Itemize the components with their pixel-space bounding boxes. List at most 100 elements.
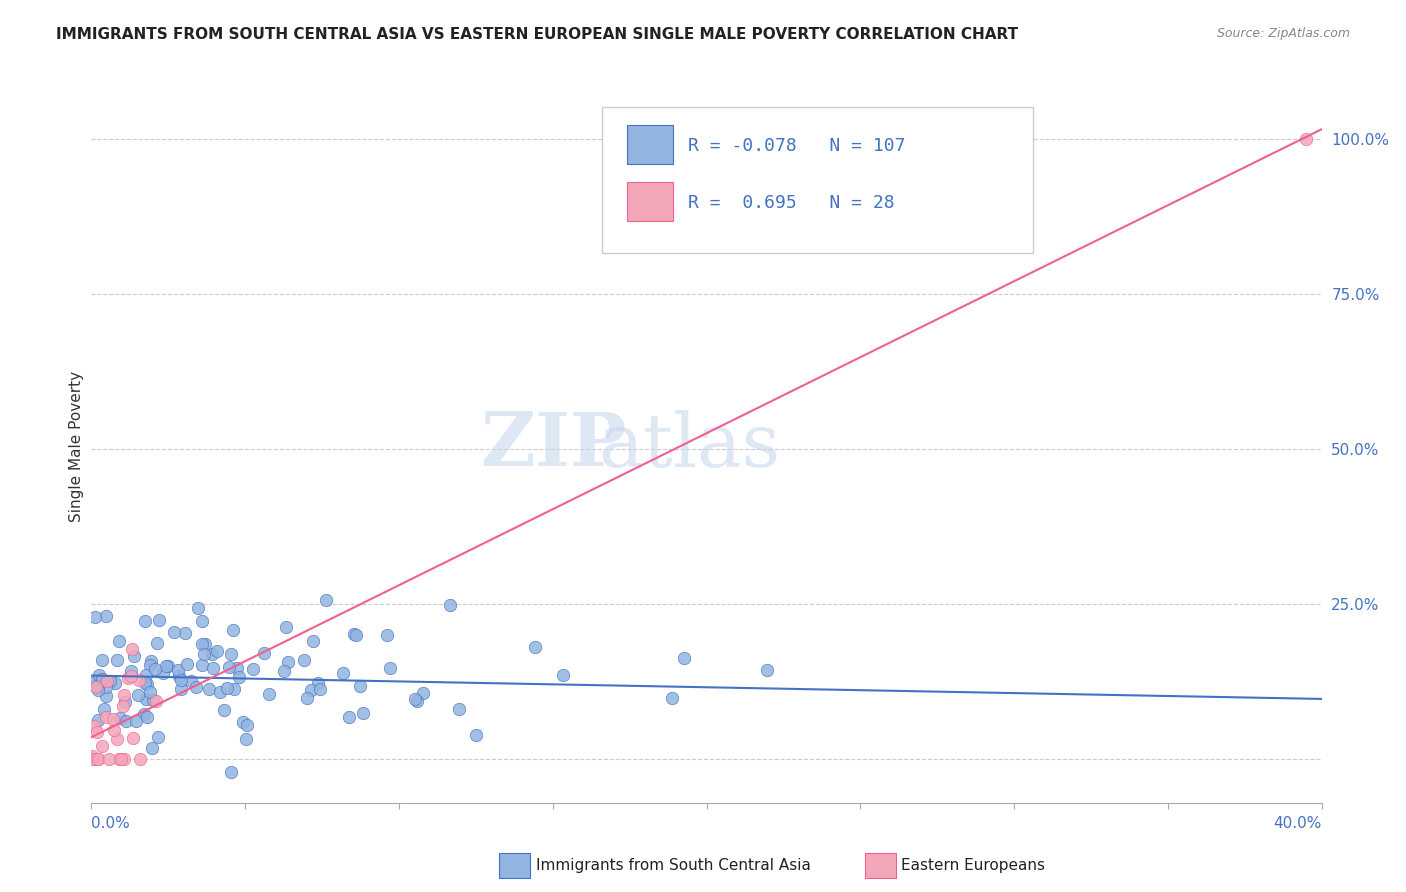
Point <box>343 627 366 641</box>
Point <box>273 664 295 678</box>
Point <box>1295 132 1317 146</box>
Point <box>180 673 202 688</box>
Point <box>375 628 398 642</box>
Point <box>163 625 186 640</box>
Point <box>83 680 105 694</box>
Point <box>464 728 486 742</box>
Point <box>135 691 157 706</box>
Text: Immigrants from South Central Asia: Immigrants from South Central Asia <box>536 858 811 872</box>
Point <box>307 676 329 690</box>
Point <box>152 665 174 680</box>
Point <box>90 672 112 686</box>
Text: atlas: atlas <box>598 409 780 483</box>
Text: R = -0.078   N = 107: R = -0.078 N = 107 <box>688 137 905 155</box>
Point <box>292 653 315 667</box>
Point <box>120 665 142 679</box>
Point <box>551 668 574 682</box>
Point <box>108 633 131 648</box>
Y-axis label: Single Male Poverty: Single Male Poverty <box>69 370 84 522</box>
Point <box>105 731 128 746</box>
Point <box>83 719 105 733</box>
Point <box>98 673 121 688</box>
Point <box>215 681 238 696</box>
Point <box>141 741 163 756</box>
Point <box>332 665 354 680</box>
Point <box>412 685 434 699</box>
Point <box>87 752 110 766</box>
Point <box>257 687 280 701</box>
Point <box>277 655 299 669</box>
Point <box>142 693 165 707</box>
Point <box>205 643 228 657</box>
Point <box>170 681 193 696</box>
Point <box>82 752 104 766</box>
Point <box>139 684 162 698</box>
Point <box>235 732 257 747</box>
Point <box>138 657 160 672</box>
Point <box>134 614 156 628</box>
Point <box>170 673 193 687</box>
Point <box>146 636 169 650</box>
Point <box>166 663 188 677</box>
Point <box>145 694 167 708</box>
Point <box>134 706 156 721</box>
FancyBboxPatch shape <box>627 182 673 221</box>
Point <box>105 653 128 667</box>
Text: Eastern Europeans: Eastern Europeans <box>901 858 1045 872</box>
Point <box>439 598 461 612</box>
Point <box>96 680 118 694</box>
Point <box>449 702 471 716</box>
Point <box>218 659 240 673</box>
Point <box>84 609 107 624</box>
Point <box>299 683 322 698</box>
Point <box>107 752 129 766</box>
Point <box>167 669 190 683</box>
Point <box>212 703 235 717</box>
Point <box>101 712 124 726</box>
Point <box>224 681 246 696</box>
Text: ZIP: ZIP <box>481 409 627 483</box>
Point <box>87 668 110 682</box>
Point <box>84 680 107 694</box>
Point <box>222 624 245 638</box>
Point <box>198 681 221 696</box>
Point <box>186 600 208 615</box>
Point <box>108 711 131 725</box>
Point <box>112 688 135 702</box>
Point <box>143 661 166 675</box>
Point <box>112 752 135 766</box>
Text: R =  0.695   N = 28: R = 0.695 N = 28 <box>688 194 894 212</box>
Point <box>202 661 225 675</box>
Point <box>86 682 108 697</box>
Point <box>110 752 132 766</box>
Point <box>673 650 696 665</box>
Point <box>125 714 148 728</box>
Point <box>94 710 117 724</box>
Point <box>406 693 429 707</box>
Point <box>176 657 198 671</box>
Point <box>87 752 110 766</box>
Point <box>80 675 103 690</box>
Point <box>524 640 547 654</box>
Point <box>344 627 367 641</box>
Point <box>349 679 371 693</box>
Point <box>242 661 264 675</box>
Point <box>191 614 214 628</box>
Point <box>86 679 108 693</box>
Point <box>194 637 217 651</box>
Text: IMMIGRANTS FROM SOUTH CENTRAL ASIA VS EASTERN EUROPEAN SINGLE MALE POVERTY CORRE: IMMIGRANTS FROM SOUTH CENTRAL ASIA VS EA… <box>56 27 1018 42</box>
Point <box>128 673 150 688</box>
Point <box>380 661 402 675</box>
Point <box>174 625 197 640</box>
Point <box>232 714 254 729</box>
Point <box>193 647 215 661</box>
Point <box>226 661 249 675</box>
Point <box>121 641 143 656</box>
Point <box>122 648 145 663</box>
Point <box>94 608 117 623</box>
Point <box>208 684 231 698</box>
Point <box>297 691 319 706</box>
Point <box>201 647 224 661</box>
Text: 0.0%: 0.0% <box>91 816 131 831</box>
Point <box>90 739 112 753</box>
